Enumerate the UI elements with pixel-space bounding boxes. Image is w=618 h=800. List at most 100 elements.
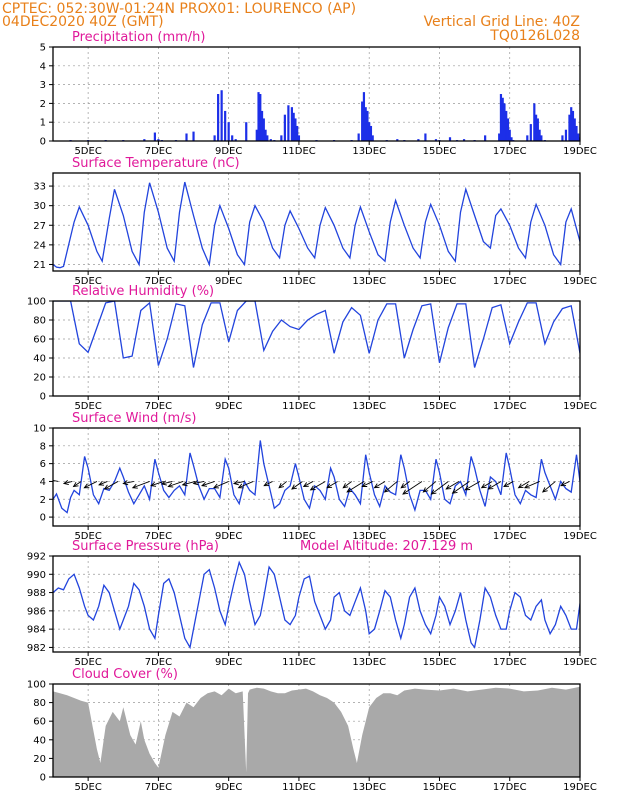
precip-bar (501, 97, 504, 141)
pressure-ytick-label: 986 (27, 606, 46, 617)
wind-vector (73, 481, 82, 487)
precip-bar (259, 94, 262, 141)
wind-vector (182, 481, 196, 486)
wind-vector (278, 481, 287, 489)
precip-bar (424, 133, 427, 141)
humidity-xtick-label: 9DEC (215, 401, 242, 412)
wind-vector (503, 481, 514, 487)
wind-vector-head (402, 489, 409, 495)
precip-bar (570, 107, 573, 141)
precip-bar (294, 118, 297, 141)
wind-vector (63, 481, 73, 484)
cloud-ytick-label: 100 (27, 680, 46, 691)
pressure-ytick-label: 990 (27, 570, 46, 581)
cloud-ytick-label: 20 (33, 754, 46, 765)
wind-vector (342, 481, 352, 489)
wind-vector-head (373, 483, 380, 489)
humidity-ytick-label: 80 (33, 316, 46, 327)
precip-frame (52, 46, 581, 142)
precip-bar (224, 110, 227, 141)
wind-vector-head (309, 485, 316, 491)
precip-bar (266, 135, 269, 141)
wind-ytick-label: 0 (40, 513, 46, 524)
wind-vector-head (560, 481, 567, 487)
precip-bar (561, 135, 564, 141)
precip-bar (505, 110, 508, 141)
header-date: 04DEC2020 40Z (GMT) (2, 14, 164, 30)
humidity-data (53, 301, 580, 368)
wind-vector (560, 481, 570, 487)
wind-xtick-label: 5DEC (74, 531, 101, 542)
wind-vector-head (445, 484, 452, 490)
precip-bar (143, 139, 146, 141)
precip-bar (292, 112, 295, 141)
cloud-panel: 0 20 40 60 80 100 5DEC 7DEC 9DEC 11DEC 13DEC 15DEC 1… (27, 667, 597, 793)
precip-xtick-label: 5DEC (74, 146, 101, 157)
wind-vector (161, 481, 173, 485)
header-model-code: TQ0126L028 (489, 28, 580, 44)
pressure-xtick-label: 7DEC (145, 657, 172, 668)
wind-vector (84, 481, 98, 489)
precip-bar (257, 92, 260, 141)
precip-bar (287, 105, 290, 141)
humidity-xtick-label: 19DEC (563, 401, 597, 412)
precip-bar (503, 103, 506, 141)
temperature-xtick-label: 17DEC (493, 276, 527, 287)
humidity-xtick-label: 17DEC (493, 401, 527, 412)
wind-vector (150, 481, 164, 487)
pressure-xtick-label: 11DEC (282, 657, 316, 668)
wind-vector-head (103, 484, 110, 490)
pressure-frame (52, 555, 581, 653)
wind-vector-head (346, 487, 353, 493)
precip-bar (296, 125, 299, 141)
temperature-ytick-label: 27 (33, 221, 46, 232)
meteogram-panels: 0 1 2 3 4 5 5DEC 7DEC 9DEC 11DEC 13DEC 15DEC 17DEC 19… (27, 30, 597, 793)
precip-bar (264, 129, 267, 141)
precip-xtick-label: 15DEC (423, 146, 457, 157)
wind-vector-head (480, 483, 487, 489)
wind-vector-head (523, 483, 530, 489)
wind-vector (104, 481, 119, 490)
wind-vector (238, 481, 254, 489)
pressure-xtick-label: 5DEC (74, 657, 101, 668)
precip-bar (245, 122, 248, 141)
wind-ytick-label: 6 (40, 459, 46, 470)
pressure-ytick-label: 988 (27, 588, 46, 599)
precip-bar (153, 132, 156, 141)
precip-bar (234, 139, 237, 141)
pressure-xtick-label: 15DEC (423, 657, 457, 668)
humidity-xtick-label: 13DEC (352, 401, 386, 412)
wind-vector-head (464, 485, 471, 491)
precip-bar (157, 139, 160, 141)
wind-vector-head (451, 488, 458, 494)
wind-vector (431, 481, 449, 495)
wind-vector (384, 481, 398, 493)
precip-bar (564, 129, 568, 141)
wind-vector (132, 481, 150, 489)
precip-bar (540, 135, 543, 141)
precip-bar (364, 107, 367, 141)
wind-vector (464, 481, 481, 491)
precip-xtick-label: 19DEC (563, 146, 597, 157)
cloud-xtick-label: 9DEC (215, 782, 242, 793)
wind-vector-head (150, 481, 157, 487)
precip-bar (484, 135, 487, 141)
wind-xtick-label: 17DEC (493, 531, 527, 542)
temperature-title: Surface Temperature (nC) (72, 156, 240, 171)
wind-vector-head (342, 483, 349, 489)
temperature-xtick-label: 15DEC (423, 276, 457, 287)
precip-xtick-label: 17DEC (493, 146, 527, 157)
wind-vector (402, 481, 423, 495)
cloud-ytick-label: 0 (40, 773, 46, 784)
wind-vector (374, 481, 386, 489)
wind-vector (291, 481, 303, 490)
wind-xtick-label: 11DEC (282, 531, 316, 542)
wind-vector (98, 481, 108, 486)
precip-bar (571, 110, 575, 141)
wind-xtick-label: 9DEC (215, 531, 242, 542)
wind-vector (542, 481, 556, 493)
humidity-ytick-label: 20 (33, 373, 46, 384)
precip-ytick-label: 0 (40, 137, 46, 148)
precip-xtick-label: 13DEC (352, 146, 386, 157)
precip-ytick-label: 4 (40, 61, 46, 72)
